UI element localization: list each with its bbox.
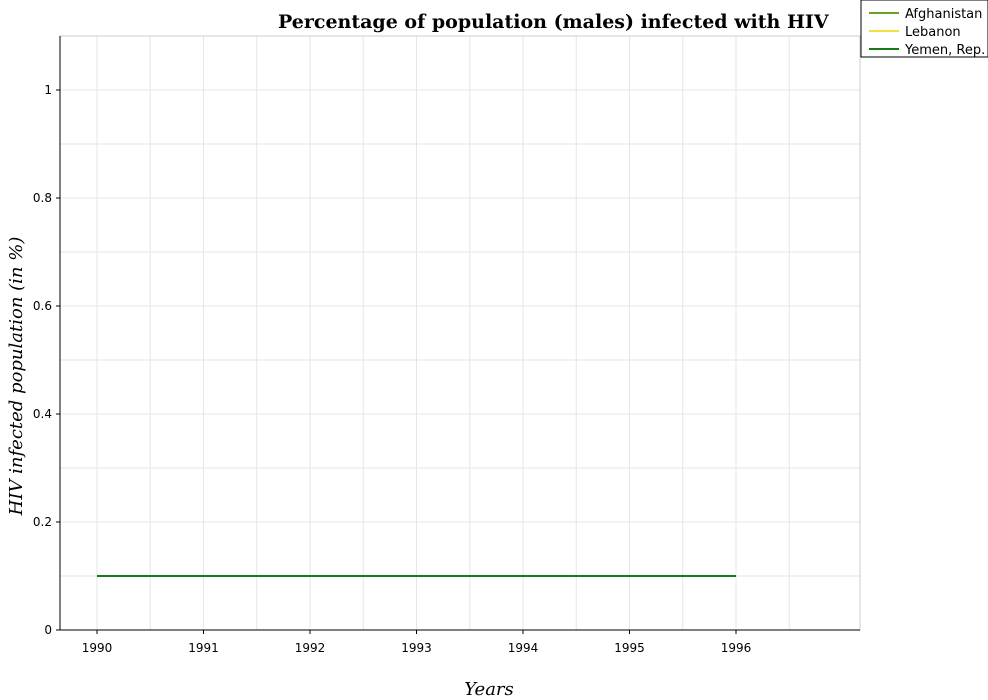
grid: [60, 36, 860, 630]
y-tick-label: 0.6: [33, 299, 52, 313]
y-tick-label: 1: [44, 83, 52, 97]
legend-label: Yemen, Rep.: [904, 43, 985, 58]
x-tick-label: 1995: [614, 641, 645, 655]
plot-frame: [60, 36, 860, 630]
y-tick-label: 0.2: [33, 515, 52, 529]
x-tick-label: 1993: [401, 641, 432, 655]
x-tick-label: 1992: [295, 641, 326, 655]
legend: Afghanistan Lebanon Yemen, Rep.: [861, 0, 988, 58]
x-tick-label: 1994: [508, 641, 539, 655]
y-tick-label: 0.4: [33, 407, 52, 421]
legend-label: Lebanon: [905, 25, 961, 40]
y-axis-title: HIV infected population (in %): [6, 237, 27, 517]
y-tick-label: 0: [44, 623, 52, 637]
x-tick-label: 1990: [82, 641, 113, 655]
legend-label: Afghanistan: [905, 7, 982, 22]
x-axis-title: Years: [464, 679, 514, 700]
x-tick-label: 1996: [721, 641, 752, 655]
y-tick-label: 0.8: [33, 191, 52, 205]
chart-title: Percentage of population (males) infecte…: [278, 11, 830, 33]
x-tick-label: 1991: [188, 641, 219, 655]
